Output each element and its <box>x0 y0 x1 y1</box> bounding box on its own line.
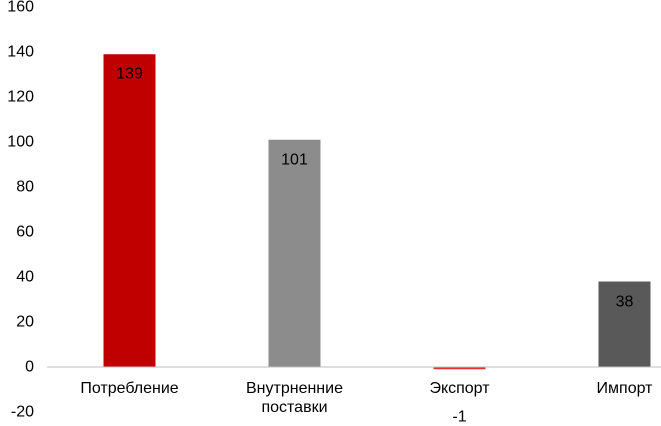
bar <box>598 281 651 367</box>
value-label: 101 <box>281 151 308 169</box>
y-tick-label: 60 <box>16 223 34 241</box>
bar <box>268 139 321 367</box>
y-tick-label: 120 <box>7 88 34 106</box>
y-tick-label: 20 <box>16 313 34 331</box>
value-label: 139 <box>116 65 143 83</box>
x-tick-label: Потребление <box>80 380 179 397</box>
y-tick-label: 0 <box>25 358 34 376</box>
y-tick-label: 40 <box>16 268 34 286</box>
x-tick-label: Экспорт <box>429 380 490 397</box>
y-tick-label: 160 <box>7 0 34 16</box>
x-tick-label: Импорт <box>596 380 653 397</box>
value-label: -1 <box>452 408 467 426</box>
y-tick-label: 100 <box>7 133 34 151</box>
y-tick-label: 140 <box>7 43 34 61</box>
bar <box>433 367 486 370</box>
x-tick-label: Внутрненние поставки <box>246 380 343 416</box>
bar <box>103 54 156 367</box>
value-label: 38 <box>615 293 634 310</box>
y-tick-label: -20 <box>10 403 34 421</box>
y-tick-label: 80 <box>16 178 34 196</box>
